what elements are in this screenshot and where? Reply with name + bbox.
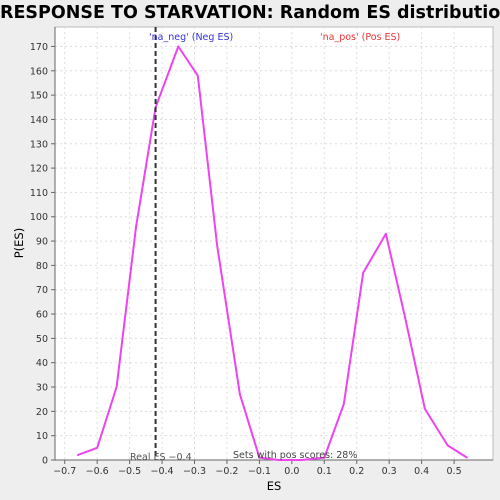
y-tick-label: 90 <box>36 237 48 248</box>
x-tick-label: −0.3 <box>183 466 206 477</box>
x-tick-label: 0.5 <box>447 466 462 477</box>
data-point <box>216 245 219 247</box>
y-tick-label: 50 <box>36 334 48 345</box>
data-point <box>342 403 345 405</box>
axes: −0.7 −0.6 −0.5 −0.4 −0.3 −0.2 −0.1 0.0 0.1 0.2 0.3… <box>30 27 493 477</box>
data-point <box>385 232 387 235</box>
real-es-label: Real ES −0.4 <box>130 452 192 463</box>
y-tick-label: 160 <box>30 66 48 77</box>
x-tick-label: 0.4 <box>414 466 429 477</box>
pos-es-label: 'na_pos' (Pos ES) <box>320 32 400 43</box>
x-tick-label: 0.1 <box>317 466 332 477</box>
y-tick-label: 70 <box>36 285 48 296</box>
data-point <box>76 454 79 456</box>
es-distribution-line <box>77 45 468 461</box>
data-point <box>424 408 426 410</box>
x-tick-label: 0.0 <box>284 466 299 477</box>
data-point <box>466 456 468 459</box>
y-tick-label: 10 <box>36 431 48 442</box>
grid <box>55 27 493 461</box>
data-point <box>135 225 137 228</box>
y-tick-label: 40 <box>36 358 48 369</box>
y-tick-label: 130 <box>30 139 48 150</box>
y-tick-label: 100 <box>30 212 48 223</box>
data-point <box>177 45 180 48</box>
data-point <box>404 318 407 320</box>
x-axis-label: ES <box>267 479 282 493</box>
y-tick-label: 60 <box>36 310 48 321</box>
data-point <box>196 74 199 77</box>
neg-es-label: 'na_neg' (Neg ES) <box>149 32 233 43</box>
y-axis-label: P(ES) <box>12 228 26 258</box>
y-tick-label: 30 <box>36 383 48 394</box>
data-point <box>278 459 280 461</box>
marks <box>76 27 468 461</box>
y-tick-label: 120 <box>30 164 48 175</box>
x-tick-label: −0.4 <box>151 466 174 477</box>
x-tick-label: −0.6 <box>86 466 109 477</box>
y-tick-label: 0 <box>42 456 48 467</box>
x-tick-label: −0.7 <box>53 466 76 477</box>
data-point <box>96 447 98 449</box>
data-point <box>362 271 365 274</box>
y-tick-label: 20 <box>36 407 48 418</box>
y-tick-label: 110 <box>30 188 48 199</box>
x-tick-label: −0.1 <box>248 466 271 477</box>
data-point <box>446 444 449 447</box>
data-point <box>239 393 241 396</box>
x-tick-label: 0.3 <box>382 466 397 477</box>
data-point <box>115 386 118 388</box>
x-tick-label: −0.2 <box>215 466 238 477</box>
y-tick-label: 170 <box>30 42 48 53</box>
pos-scores-label: Sets with pos scores: 28% <box>233 450 357 461</box>
y-tick-label: 140 <box>30 115 48 126</box>
plot-area <box>54 26 494 461</box>
y-tick-label: 80 <box>36 261 48 272</box>
x-tick-label: 0.2 <box>349 466 364 477</box>
data-point <box>323 456 326 459</box>
data-point <box>258 456 261 459</box>
y-tick-label: 150 <box>30 91 48 102</box>
chart-title: RESPONSE TO STARVATION: Random ES distri… <box>0 3 500 23</box>
x-tick-label: −0.5 <box>118 466 141 477</box>
data-point <box>300 459 303 461</box>
